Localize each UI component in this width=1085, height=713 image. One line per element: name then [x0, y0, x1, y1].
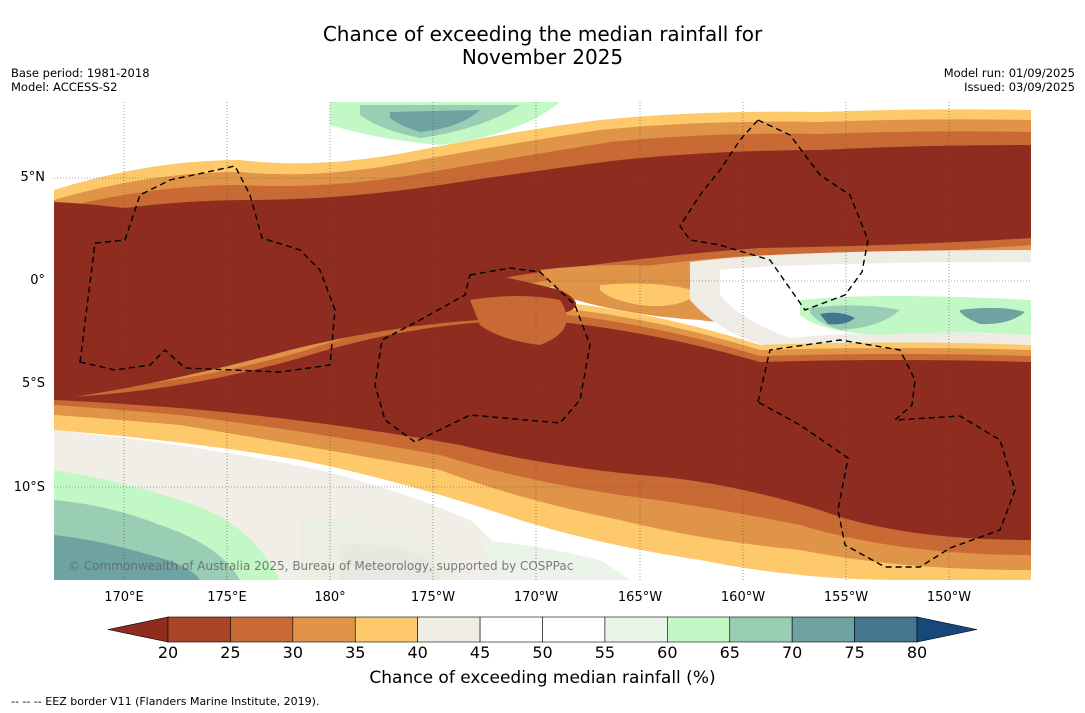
lat-label-0: 0° — [30, 273, 45, 288]
colorbar-tick-label: 55 — [594, 643, 616, 662]
colorbar-segment — [729, 616, 793, 643]
meta-right: Model run: 01/09/2025 Issued: 03/09/2025 — [944, 66, 1075, 94]
colorbar-tick-label: 75 — [844, 643, 865, 662]
colorbar-tick-label: 35 — [345, 643, 366, 662]
lon-label-175w: 175°W — [410, 590, 456, 605]
colorbar-segment — [542, 616, 606, 643]
colorbar-tick-label: 45 — [469, 643, 491, 662]
colorbar-tick-label: 30 — [282, 643, 303, 662]
colorbar-tick-label: 60 — [657, 643, 678, 662]
lon-label-160w: 160°W — [720, 590, 766, 605]
colorbar-extend-low — [107, 616, 169, 643]
meta-left: Base period: 1981-2018 Model: ACCESS-S2 — [11, 66, 150, 94]
base-period: Base period: 1981-2018 — [11, 66, 150, 80]
colorbar-segment — [417, 616, 481, 643]
colorbar-tick-label: 80 — [906, 643, 928, 662]
colorbar-tick-label: 70 — [781, 643, 803, 662]
rainfall-field — [54, 102, 1031, 580]
lon-label-165w: 165°W — [617, 590, 663, 605]
colorbar-segment — [479, 616, 543, 643]
map-title-line2: November 2025 — [461, 45, 624, 69]
lon-label-170w: 170°W — [513, 590, 559, 605]
copyright-notice: © Commonwealth of Australia 2025, Bureau… — [68, 559, 574, 573]
model-name: Model: ACCESS-S2 — [11, 80, 118, 94]
lat-label-5n: 5°N — [20, 170, 46, 185]
issued-date: Issued: 03/09/2025 — [964, 80, 1075, 94]
colorbar-extend-high — [916, 616, 978, 643]
colorbar — [107, 616, 978, 643]
colorbar-label: Chance of exceeding median rainfall (%) — [369, 668, 716, 688]
lon-label-170e: 170°E — [104, 590, 144, 605]
graticule — [54, 102, 1031, 580]
colorbar-segment — [230, 616, 294, 643]
colorbar-segment — [667, 616, 731, 643]
colorbar-segment — [791, 616, 855, 643]
colorbar-segment — [354, 616, 418, 643]
lon-label-180: 180° — [314, 590, 346, 605]
eez-footnote: -- -- -- EEZ border V11 (Flanders Marine… — [11, 695, 320, 708]
colorbar-tick-label: 65 — [719, 643, 740, 662]
lat-label-10s: 10°S — [13, 480, 45, 495]
map-title-line1: Chance of exceeding the median rainfall … — [322, 22, 763, 46]
lon-label-150w: 150°W — [926, 590, 972, 605]
lon-label-175e: 175°E — [207, 590, 247, 605]
colorbar-segment — [604, 616, 668, 643]
colorbar-segment — [292, 616, 356, 643]
colorbar-tick-label: 50 — [532, 643, 553, 662]
colorbar-segment — [854, 616, 918, 643]
colorbar-tick-label: 40 — [407, 643, 428, 662]
lon-label-155w: 155°W — [823, 590, 869, 605]
colorbar-segment — [167, 616, 231, 643]
colorbar-tick-label: 20 — [157, 643, 179, 662]
lat-label-5s: 5°S — [21, 376, 45, 391]
model-run: Model run: 01/09/2025 — [943, 66, 1075, 80]
eez-borders — [79, 119, 1016, 568]
colorbar-tick-label: 25 — [220, 643, 241, 662]
